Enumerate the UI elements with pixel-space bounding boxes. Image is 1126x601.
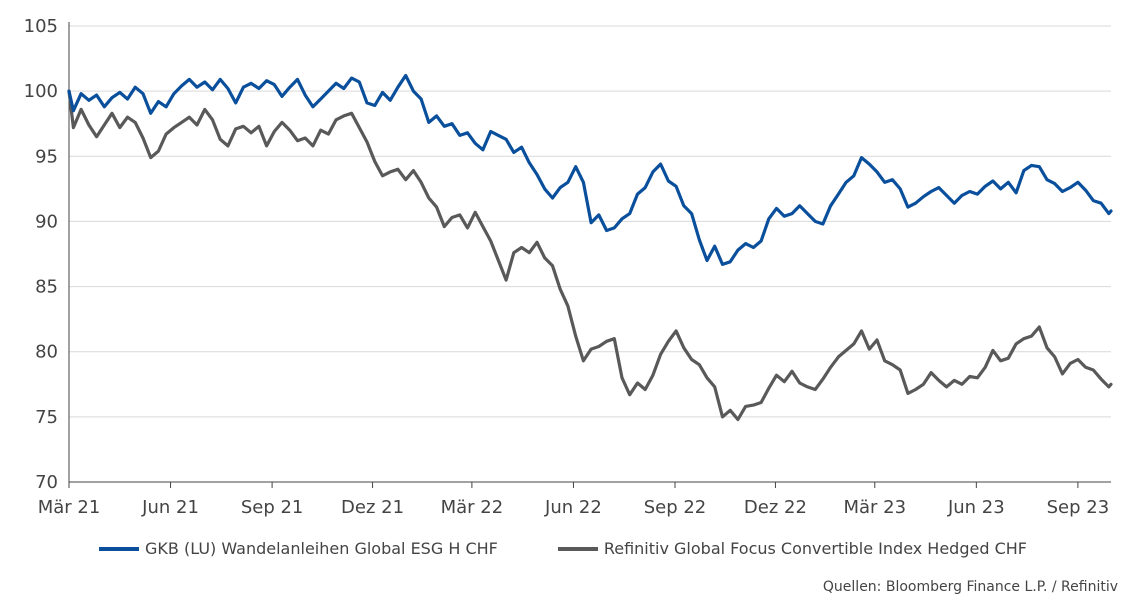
x-tick-label-8: Mär 23 <box>843 497 906 518</box>
y-tick-label-105: 105 <box>24 16 58 37</box>
x-tick-label-3: Dez 21 <box>341 497 404 518</box>
legend-label-gkb: GKB (LU) Wandelanleihen Global ESG H CHF <box>145 539 498 558</box>
x-tick-label-9: Jun 23 <box>947 497 1005 518</box>
x-tick-label-4: Mär 22 <box>441 497 504 518</box>
x-tick-label-5: Jun 22 <box>544 497 602 518</box>
y-tick-label-70: 70 <box>35 472 58 493</box>
x-tick-label-7: Dez 22 <box>744 497 807 518</box>
y-tick-label-100: 100 <box>24 81 58 102</box>
y-tick-label-90: 90 <box>35 211 58 232</box>
x-tick-labels: Mär 21 Jun 21 Sep 21 Dez 21 Mär 22 Jun 22 Sep … <box>38 497 1109 518</box>
y-tick-labels: 70 75 80 85 90 95 100 105 <box>24 16 58 493</box>
axes <box>68 22 1111 488</box>
y-tick-label-75: 75 <box>35 407 58 428</box>
y-tick-label-85: 85 <box>35 277 58 298</box>
series-line-refinitiv <box>67 89 1113 422</box>
series-layer <box>67 73 1113 422</box>
line-chart: 70 75 80 85 90 95 100 105 Mär 21 Jun 21 Sep 21 Dez… <box>24 16 1113 518</box>
legend-swatch-gkb <box>99 546 140 551</box>
x-tick-label-6: Sep 22 <box>644 497 707 518</box>
source-note: Quellen: Bloomberg Finance L.P. / Refini… <box>822 579 1118 595</box>
legend-swatch-refinitiv <box>557 546 598 551</box>
series-line-gkb <box>67 73 1113 266</box>
y-tick-label-80: 80 <box>35 342 58 363</box>
legend-item-gkb: GKB (LU) Wandelanleihen Global ESG H CHF <box>99 539 498 558</box>
x-tick-label-2: Sep 21 <box>241 497 304 518</box>
legend-label-refinitiv: Refinitiv Global Focus Convertible Index… <box>603 539 1027 558</box>
legend: GKB (LU) Wandelanleihen Global ESG H CHF… <box>0 539 1126 558</box>
x-tick-label-10: Sep 23 <box>1047 497 1110 518</box>
x-tick-label-1: Jun 21 <box>141 497 199 518</box>
legend-item-refinitiv: Refinitiv Global Focus Convertible Index… <box>557 539 1027 558</box>
y-tick-label-95: 95 <box>35 146 58 167</box>
x-tick-label-0: Mär 21 <box>38 497 101 518</box>
